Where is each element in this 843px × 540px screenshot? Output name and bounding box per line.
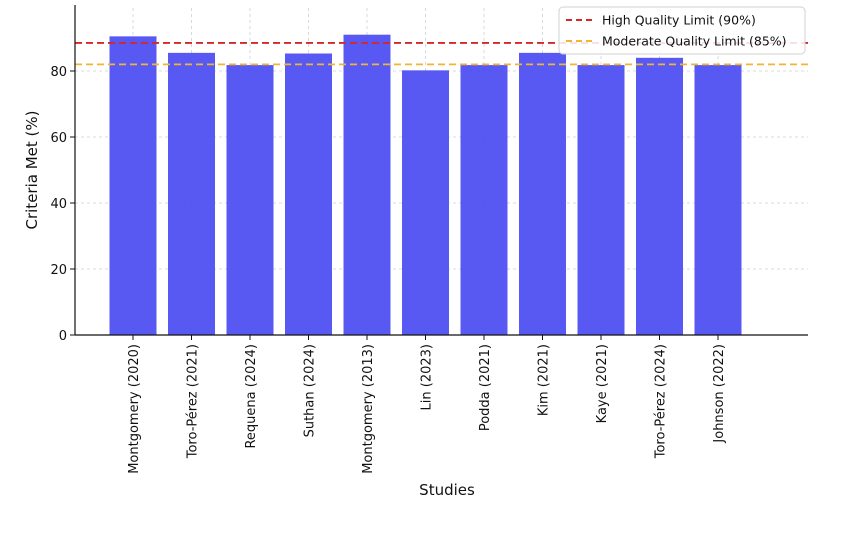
bar-montgomery-2013-4 <box>343 34 391 335</box>
bars <box>109 34 742 336</box>
bar-suthan-2024-3 <box>285 53 332 335</box>
bar-toro-p-rez-2024-9 <box>636 57 683 336</box>
x-tick-label-kim-2021-7: Kim (2021) <box>537 344 552 416</box>
x-tick-label-podda-2021-6: Podda (2021) <box>478 344 493 431</box>
y-tick-label-40: 40 <box>50 197 67 212</box>
y-tick-label-20: 20 <box>50 263 67 278</box>
x-tick-label-requena-2024-2: Requena (2024) <box>244 344 259 449</box>
bar-lin-2023-5 <box>402 70 449 335</box>
x-axis-title: Studies <box>419 481 475 499</box>
bar-requena-2024-2 <box>226 65 274 335</box>
bar-kaye-2021-8 <box>577 65 625 335</box>
bar-podda-2021-6 <box>460 65 508 335</box>
bar-montgomery-2020-0 <box>109 36 157 335</box>
legend: High Quality Limit (90%) Moderate Qualit… <box>558 6 806 55</box>
bar-toro-p-rez-2021-1 <box>168 52 215 335</box>
x-tick-label-toro-p-rez-2024-9: Toro-Pérez (2024) <box>654 344 669 459</box>
x-tick-label-lin-2023-5: Lin (2023) <box>420 344 435 410</box>
x-tick-label-toro-p-rez-2021-1: Toro-Pérez (2021) <box>186 344 201 459</box>
y-tick-label-80: 80 <box>50 65 67 80</box>
y-ticks: 0 20 40 60 80 <box>50 65 75 344</box>
x-ticks: Montgomery (2020) Toro-Pérez (2021) Requen… <box>127 335 727 474</box>
bar-kim-2021-7 <box>519 52 566 335</box>
x-tick-label-montgomery-2013-4: Montgomery (2013) <box>361 344 376 474</box>
bar-johnson-2022-10 <box>694 65 742 335</box>
x-tick-label-suthan-2024-3: Suthan (2024) <box>303 344 318 437</box>
y-tick-label-0: 0 <box>59 329 67 344</box>
y-axis-title: Criteria Met (%) <box>23 111 41 230</box>
x-tick-label-montgomery-2020-0: Montgomery (2020) <box>127 344 142 474</box>
axes <box>74 5 808 336</box>
legend-label-moderate-quality: Moderate Quality Limit (85%) <box>602 34 787 49</box>
x-tick-label-johnson-2022-10: Johnson (2022) <box>712 344 727 444</box>
y-tick-label-60: 60 <box>50 131 67 146</box>
legend-frame <box>558 6 806 55</box>
x-tick-label-kaye-2021-8: Kaye (2021) <box>595 344 610 423</box>
legend-label-high-quality: High Quality Limit (90%) <box>602 13 756 28</box>
